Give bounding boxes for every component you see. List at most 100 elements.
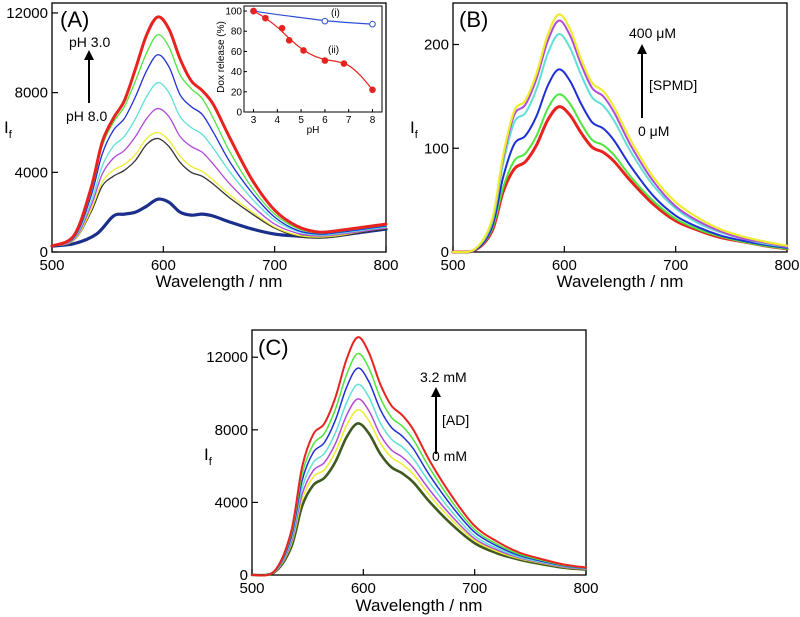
panel-c-xtick-label: 600 bbox=[351, 580, 376, 597]
panel-a-xlabel: Wavelength / nm bbox=[156, 272, 283, 291]
inset-series-label-ii: (ii) bbox=[328, 45, 339, 56]
panel-b-ylabel-sub: f bbox=[415, 129, 419, 141]
inset-xtick-label: 5 bbox=[298, 115, 304, 126]
panel-b-series-line-1 bbox=[451, 105, 789, 254]
panel-b-annotation-middle: [SPMD] bbox=[649, 77, 697, 93]
inset-xtick-label: 6 bbox=[322, 115, 328, 126]
panel-c-label: (C) bbox=[258, 335, 289, 360]
panel-c-xtick-label: 700 bbox=[462, 580, 487, 597]
inset-xlabel: pH bbox=[307, 125, 320, 136]
inset-series-1-point bbox=[369, 20, 376, 28]
panel-a-label: (A) bbox=[60, 7, 89, 32]
panel-c-series-line-1 bbox=[250, 422, 588, 577]
panel-c-series-line-2 bbox=[251, 409, 587, 576]
panel-c-frame bbox=[251, 329, 587, 576]
panel-c-arrow-head bbox=[431, 387, 441, 397]
panel-a-series-line-3 bbox=[51, 131, 387, 247]
panel-c-annotation-top: 3.2 mM bbox=[420, 369, 467, 385]
inset-xtick-label: 7 bbox=[346, 115, 352, 126]
inset-ytick-label: 60 bbox=[231, 47, 243, 58]
panel-c-ytick-label: 8000 bbox=[215, 422, 248, 439]
panel-b-xtick-label: 800 bbox=[774, 257, 799, 274]
panel-c-xtick-label: 800 bbox=[573, 580, 598, 597]
panel-a-ytick-label: 8000 bbox=[15, 85, 48, 102]
inset-series-1-point bbox=[321, 17, 329, 25]
inset-ytick-label: 40 bbox=[231, 67, 243, 78]
panel-a-xtick-label: 800 bbox=[373, 257, 398, 274]
panel-b-ytick-label: 200 bbox=[424, 37, 449, 54]
panel-b-series-line-3 bbox=[452, 68, 788, 254]
inset-series bbox=[250, 7, 376, 94]
panel-c-series-line-3 bbox=[251, 398, 587, 577]
panel-a-series-line-5 bbox=[51, 82, 387, 247]
panel-a-ytick-label: 12000 bbox=[6, 5, 48, 22]
panel-c-ylabel-sub: f bbox=[209, 456, 213, 468]
panel-c-ytick-label: 0 bbox=[240, 567, 248, 584]
panel-c-series-line-4 bbox=[251, 383, 587, 577]
panel-a-ylabel: If bbox=[4, 118, 13, 141]
panel-a-series-line-8 bbox=[50, 15, 388, 248]
panel-b-annotation-bottom: 0 μM bbox=[638, 123, 669, 139]
inset-series-label-i: (i) bbox=[331, 8, 340, 19]
panel-c-ytick-label: 12000 bbox=[206, 349, 248, 366]
panel-c-series bbox=[250, 336, 588, 577]
panel-b-arrow-head bbox=[637, 44, 647, 54]
panel-a-frame bbox=[51, 2, 387, 253]
inset-series-2-point bbox=[278, 24, 286, 32]
inset-frame bbox=[243, 5, 383, 113]
panel-b-series-line-5 bbox=[452, 19, 788, 254]
panel-b-xtick-label: 700 bbox=[663, 257, 688, 274]
panel-b-series-line-6 bbox=[451, 13, 789, 254]
panel-b-series-line-4 bbox=[452, 33, 788, 254]
panel-b-xtick-label: 600 bbox=[552, 257, 577, 274]
panel-b-xtick-label: 500 bbox=[440, 257, 465, 274]
panel-a-annotation-bottom: pH 8.0 bbox=[66, 108, 107, 124]
panel-b-series-line-2 bbox=[452, 93, 788, 254]
panel-c-annotation-middle: [AD] bbox=[442, 412, 469, 428]
inset-series-curve-1 bbox=[253, 10, 373, 25]
inset-ytick-label: 20 bbox=[231, 87, 243, 98]
panel-a-series-line-2 bbox=[51, 137, 387, 247]
panel-a-ylabel-sub: f bbox=[9, 129, 13, 141]
inset-xtick-label: 4 bbox=[275, 115, 281, 126]
panel-c-annotation-bottom: 0 mM bbox=[432, 448, 467, 464]
inset-series-2-point bbox=[369, 86, 376, 94]
panel-b-xlabel: Wavelength / nm bbox=[557, 272, 684, 291]
inset-xtick-label: 8 bbox=[370, 115, 376, 126]
panel-a-series-line-4 bbox=[51, 107, 387, 247]
panel-b-ticks: 500 600 700 800 0 100 200 bbox=[424, 37, 800, 275]
panel-a-ytick-label: 4000 bbox=[15, 164, 48, 181]
panel-a-series-line-6 bbox=[51, 54, 387, 247]
inset-series-2-point bbox=[340, 60, 348, 67]
panel-b-ylabel: If bbox=[410, 118, 419, 141]
panel-c-xlabel: Wavelength / nm bbox=[356, 596, 483, 615]
panel-a-series-line-1 bbox=[50, 197, 388, 248]
panel-a-xtick-label: 600 bbox=[151, 257, 176, 274]
inset-series-2-point bbox=[300, 47, 307, 54]
inset-series-2-point bbox=[321, 57, 329, 64]
inset-series-2-point bbox=[250, 7, 257, 15]
inset-xtick-label: 3 bbox=[251, 115, 257, 126]
panel-b-annotation-top: 400 μM bbox=[629, 25, 676, 41]
panel-c-ylabel: If bbox=[204, 445, 213, 468]
inset-ytick-label: 80 bbox=[231, 27, 243, 38]
inset-ylabel: Dox release (%) bbox=[216, 21, 227, 93]
panel-a-ytick-label: 0 bbox=[40, 244, 48, 261]
panel-b-ytick-label: 100 bbox=[424, 140, 449, 157]
panel-c-series-line-5 bbox=[251, 367, 587, 577]
panel-b-ytick-label: 0 bbox=[441, 244, 449, 261]
inset-series-2-point bbox=[285, 37, 293, 44]
inset-series-curve-2 bbox=[253, 10, 373, 91]
panel-b-frame bbox=[452, 2, 788, 253]
panel-a-arrow-head bbox=[84, 50, 94, 60]
panel-a-series bbox=[50, 15, 388, 248]
panel-a-annotation-top: pH 3.0 bbox=[69, 34, 110, 50]
inset-ytick-label: 0 bbox=[236, 108, 242, 119]
